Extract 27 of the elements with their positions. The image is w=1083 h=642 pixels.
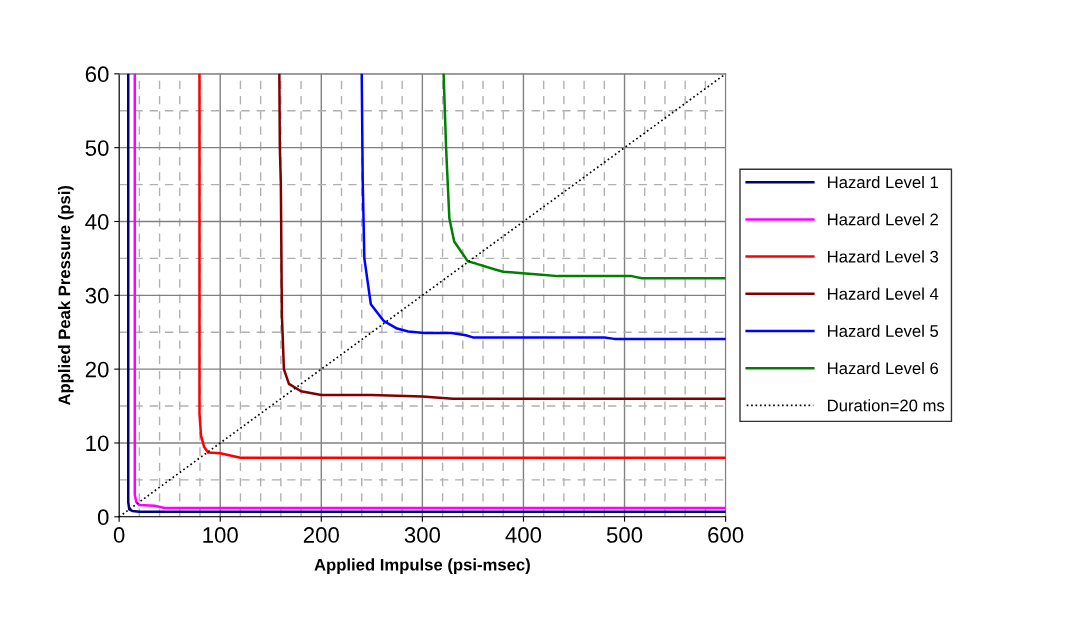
y-tick-label: 0 [97,509,109,526]
y-tick-label: 10 [86,435,109,452]
x-axis-title: Applied Impulse (psi-msec) [314,558,530,574]
line-series [278,73,726,400]
legend-label: Hazard Level 6 [828,361,939,375]
line-series [360,73,726,341]
y-tick-label: 30 [85,287,109,304]
legend-label: Hazard Level 4 [828,287,939,300]
y-tick-label: 20 [85,361,109,378]
x-tick-label: 200 [303,527,339,543]
legend-label: Duration=20 ms [828,399,945,412]
x-tick-label: 100 [203,527,238,543]
x-tick-label: 0 [113,527,125,543]
x-tick-label: 600 [708,527,744,543]
y-tick-label: 60 [85,66,109,83]
y-tick-label: 50 [85,140,109,156]
x-tick-label: 500 [606,527,643,543]
legend-label: Hazard Level 5 [828,324,939,337]
y-tick-label: 40 [85,214,109,230]
legend-label: Hazard Level 2 [828,213,938,226]
legend-label: Hazard Level 1 [828,175,938,189]
line-series [442,73,726,280]
line-series [198,73,726,459]
x-tick-label: 300 [404,527,441,543]
x-tick-label: 400 [505,527,542,543]
y-axis-title: Applied Peak Pressure (psi) [58,185,74,406]
legend-label: Hazard Level 3 [828,250,939,263]
